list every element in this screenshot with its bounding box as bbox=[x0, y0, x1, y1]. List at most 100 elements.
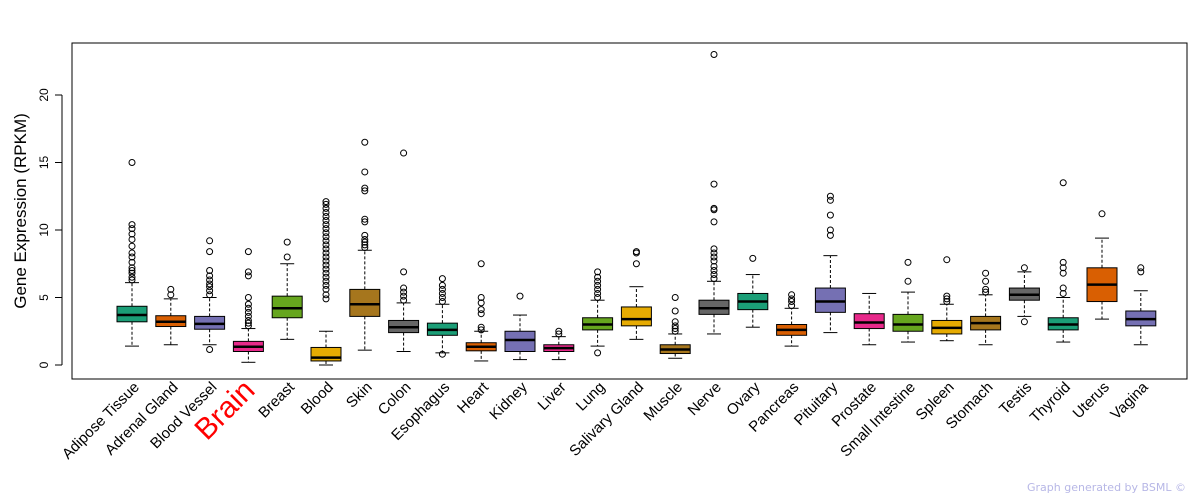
outlier-point bbox=[477, 323, 485, 331]
outlier-point bbox=[710, 275, 718, 283]
outlier-point bbox=[438, 350, 446, 358]
box-stomach bbox=[970, 269, 1002, 346]
x-tick-label: Nerve bbox=[685, 379, 725, 419]
outlier-point bbox=[710, 180, 718, 188]
outlier-point bbox=[438, 294, 446, 301]
box-iqr bbox=[620, 306, 652, 327]
outlier-point bbox=[322, 217, 330, 225]
x-tick-label: Breast bbox=[255, 378, 298, 421]
outlier-point bbox=[206, 276, 214, 284]
outlier-point bbox=[904, 258, 912, 266]
outlier-point bbox=[400, 296, 408, 304]
outlier-point bbox=[244, 316, 252, 324]
y-tick-label: 5 bbox=[37, 294, 51, 301]
outlier-point bbox=[128, 269, 136, 277]
boxplot-series bbox=[116, 51, 1157, 366]
outlier-point bbox=[167, 291, 175, 299]
outlier-point bbox=[244, 312, 252, 320]
box-iqr bbox=[310, 346, 342, 362]
outlier-point bbox=[710, 245, 718, 253]
outlier-point bbox=[128, 249, 136, 257]
y-tick-label: 0 bbox=[37, 361, 51, 368]
outlier-point bbox=[1059, 284, 1067, 292]
box-pancreas bbox=[776, 291, 808, 347]
y-axis-ticks: 0 5 10 15 20 bbox=[37, 88, 62, 368]
outlier-point bbox=[1059, 179, 1067, 187]
outlier-point bbox=[594, 349, 602, 357]
outlier-point bbox=[1059, 289, 1067, 297]
outlier-point bbox=[322, 285, 330, 293]
box-blood bbox=[310, 198, 342, 366]
box-prostate bbox=[853, 292, 885, 346]
outlier-point bbox=[167, 285, 175, 293]
outlier-point bbox=[244, 308, 252, 316]
outlier-point bbox=[206, 283, 214, 291]
outlier-point bbox=[400, 268, 408, 276]
y-axis-label: Gene Expression (RPKM) bbox=[11, 113, 30, 309]
outlier-point bbox=[1137, 268, 1145, 276]
outlier-point bbox=[128, 264, 136, 272]
outlier-point bbox=[710, 271, 718, 279]
outlier-point bbox=[749, 254, 757, 262]
outlier-point bbox=[826, 196, 834, 204]
outlier-point bbox=[361, 187, 369, 195]
outlier-point bbox=[244, 300, 252, 308]
outlier-point bbox=[206, 280, 214, 288]
outlier-point bbox=[710, 218, 718, 226]
outlier-point bbox=[206, 248, 214, 256]
outlier-point bbox=[594, 277, 602, 285]
x-tick-label: Muscle bbox=[640, 379, 686, 425]
outlier-point bbox=[400, 149, 408, 157]
outlier-point bbox=[671, 294, 679, 301]
outlier-point bbox=[826, 231, 834, 239]
outlier-point bbox=[788, 298, 796, 306]
box-muscle bbox=[659, 294, 691, 359]
outlier-point bbox=[1059, 264, 1067, 272]
outlier-point bbox=[788, 302, 796, 310]
outlier-point bbox=[788, 291, 796, 299]
outlier-point bbox=[826, 226, 834, 234]
outlier-point bbox=[322, 261, 330, 269]
outlier-point bbox=[710, 249, 718, 257]
outlier-point bbox=[361, 215, 369, 223]
outlier-point bbox=[710, 257, 718, 265]
outlier-point bbox=[322, 200, 330, 208]
box-small-intestine bbox=[892, 258, 924, 343]
outlier-point bbox=[244, 319, 252, 327]
outlier-point bbox=[128, 242, 136, 250]
outlier-point bbox=[1020, 264, 1028, 272]
outlier-point bbox=[943, 292, 951, 300]
outlier-point bbox=[361, 138, 369, 146]
box-thyroid bbox=[1047, 179, 1079, 343]
outlier-point bbox=[322, 233, 330, 241]
outlier-point bbox=[477, 310, 485, 318]
outlier-point bbox=[322, 257, 330, 265]
outlier-point bbox=[1059, 258, 1067, 266]
outlier-point bbox=[322, 225, 330, 233]
outlier-point bbox=[361, 168, 369, 176]
outlier-point bbox=[206, 345, 214, 353]
box-vagina bbox=[1125, 264, 1157, 346]
outlier-point bbox=[594, 281, 602, 289]
box-colon bbox=[388, 149, 420, 352]
outlier-point bbox=[128, 225, 136, 233]
outlier-point bbox=[322, 277, 330, 285]
box-adrenal-gland bbox=[155, 285, 187, 346]
outlier-point bbox=[322, 198, 330, 206]
box-esophagus bbox=[426, 275, 458, 358]
outlier-point bbox=[283, 253, 291, 261]
outlier-point bbox=[1059, 269, 1067, 277]
outlier-point bbox=[826, 192, 834, 200]
outlier-point bbox=[361, 241, 369, 249]
outlier-point bbox=[206, 291, 214, 299]
outlier-point bbox=[361, 235, 369, 243]
outlier-point bbox=[206, 272, 214, 280]
outlier-point bbox=[400, 284, 408, 292]
outlier-point bbox=[632, 248, 640, 256]
outlier-point bbox=[322, 241, 330, 249]
x-tick-label: Skin bbox=[343, 379, 376, 412]
outlier-point bbox=[477, 306, 485, 314]
outlier-point bbox=[788, 295, 796, 303]
outlier-point bbox=[594, 289, 602, 297]
outlier-point bbox=[438, 275, 446, 283]
